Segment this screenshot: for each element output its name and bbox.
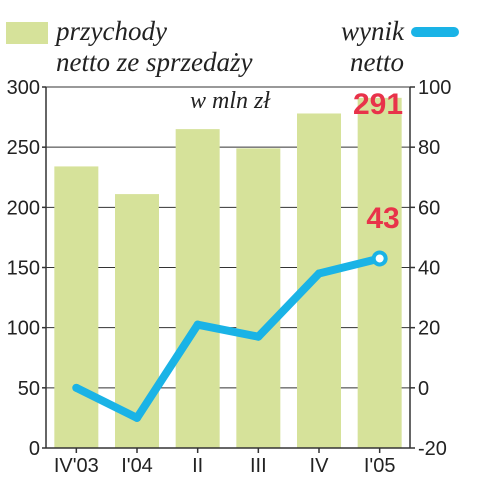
legend-line-label-line1: wynik <box>341 16 405 46</box>
line-path <box>72 254 384 422</box>
bar <box>175 129 220 448</box>
left-tick-label: 50 <box>18 378 40 400</box>
line-point <box>371 250 388 267</box>
legend-bars-label-line1: przychody <box>54 16 167 46</box>
x-tick-label: I'04 <box>121 455 153 477</box>
line-series <box>72 250 388 422</box>
right-tick-label: 0 <box>418 378 429 400</box>
x-tick-label: IV <box>310 455 330 477</box>
line-point <box>72 383 81 392</box>
right-tick-label: 60 <box>418 197 440 219</box>
bar <box>236 148 281 448</box>
tick-labels: 0 50 100 150 200 250 300 -20 0 20 40 60 80 100 IV'03 I'… <box>7 77 452 477</box>
unit-label: w mln zł <box>190 88 271 114</box>
bar <box>297 113 341 449</box>
left-tick-label: 300 <box>7 77 40 99</box>
bar-last-value-label: 291 <box>353 88 403 121</box>
right-tick-label: 100 <box>418 77 451 99</box>
x-tick-label: III <box>250 455 267 477</box>
bar <box>357 97 402 448</box>
legend-line-label-line2: netto <box>350 47 404 77</box>
left-tick-label: 0 <box>29 438 40 460</box>
right-tick-label: 20 <box>418 318 440 340</box>
line-point <box>315 269 323 278</box>
left-tick-label: 100 <box>7 318 40 340</box>
line-point <box>193 320 202 329</box>
bar-series <box>54 97 402 449</box>
axes <box>42 86 415 453</box>
x-tick-label: IV'03 <box>54 455 99 477</box>
gridlines <box>46 86 410 389</box>
left-tick-label: 150 <box>7 258 40 280</box>
left-tick-label: 200 <box>7 197 40 219</box>
legend-bar-swatch <box>6 22 48 44</box>
x-tick-label: II <box>192 455 203 477</box>
line-point <box>254 332 263 341</box>
bar <box>115 194 159 448</box>
right-tick-label: -20 <box>418 438 447 460</box>
right-tick-label: 40 <box>418 258 440 280</box>
legend-bars-label-line2: netto ze sprzedaży <box>56 47 252 77</box>
bar <box>54 166 99 449</box>
right-tick-label: 80 <box>418 137 440 159</box>
line-last-value-label: 43 <box>366 202 399 235</box>
x-tick-label: I'05 <box>364 455 396 477</box>
left-tick-label: 250 <box>7 137 40 159</box>
line-point <box>133 413 141 422</box>
